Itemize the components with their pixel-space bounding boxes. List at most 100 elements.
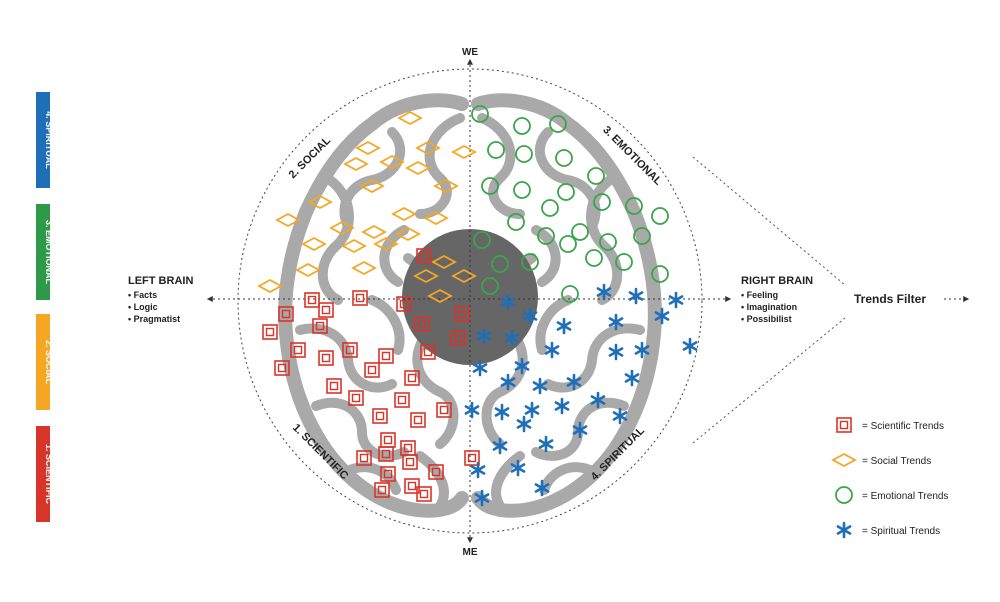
trends-filter-label: Trends Filter <box>854 292 926 306</box>
emotional-trend-marker <box>633 227 651 245</box>
scientific-trend-marker <box>274 360 290 376</box>
social-trend-marker <box>391 206 417 222</box>
spiritual-trend-marker <box>608 313 624 331</box>
spiritual-trend-marker <box>608 343 624 361</box>
emotional-trend-marker <box>481 177 499 195</box>
social-trend-marker <box>423 210 449 226</box>
sidebar-label-spiritual: 4. SPIRITUAL <box>44 111 54 169</box>
spiritual-trend-marker <box>572 421 588 439</box>
scientific-trend-marker <box>356 450 372 466</box>
scientific-trend-marker <box>290 342 306 358</box>
spiritual-trend-markers <box>464 283 698 507</box>
emotional-trend-marker <box>513 181 531 199</box>
social-trend-marker <box>343 156 369 172</box>
funnel-line-top <box>692 156 846 286</box>
emotional-trend-markers <box>471 105 669 303</box>
scientific-trend-marker <box>378 446 394 462</box>
sidebar-bar-emotional <box>36 204 50 300</box>
scientific-trend-marker <box>312 318 328 334</box>
scientific-trend-marker <box>404 370 420 386</box>
sidebar-label-social: 2. SOCIAL <box>44 340 54 385</box>
emotional-trend-marker <box>651 207 669 225</box>
social-trend-marker <box>351 260 377 276</box>
spiritual-trend-marker <box>556 317 572 335</box>
scientific-trend-marker <box>414 316 430 332</box>
emotional-trend-marker <box>559 235 577 253</box>
funnel-line-bottom <box>692 317 846 444</box>
spiritual-trend-marker <box>470 461 486 479</box>
spiritual-trend-marker <box>590 391 606 409</box>
emotional-trend-marker <box>585 249 603 267</box>
right-brain-label: RIGHT BRAIN • Feeling • Imagination • Po… <box>741 275 813 324</box>
social-trend-marker <box>361 224 387 240</box>
social-trend-marker <box>433 178 459 194</box>
scientific-trend-marker <box>352 290 368 306</box>
scientific-trend-marker <box>318 350 334 366</box>
spiritual-trend-marker <box>624 369 640 387</box>
legend-label-social: = Social Trends <box>862 456 931 467</box>
left-brain-title: LEFT BRAIN <box>128 275 193 287</box>
circle-icon <box>835 486 853 504</box>
spiritual-trend-marker <box>596 283 612 301</box>
social-trend-marker <box>397 110 423 126</box>
sidebar-bar-scientific <box>36 426 50 522</box>
scientific-trend-marker <box>372 408 388 424</box>
emotional-trend-marker <box>507 213 525 231</box>
scientific-trend-marker <box>318 302 334 318</box>
spiritual-trend-marker <box>628 287 644 305</box>
diamond-icon <box>831 452 857 468</box>
spiritual-trend-marker <box>532 377 548 395</box>
spiritual-trend-marker <box>472 359 488 377</box>
social-trend-marker <box>379 154 405 170</box>
emotional-trend-marker <box>549 115 567 133</box>
social-trend-marker <box>431 254 457 270</box>
spiritual-trend-marker <box>500 293 516 311</box>
emotional-trend-marker <box>491 255 509 273</box>
left-brain-label: LEFT BRAIN • Facts • Logic • Pragmatist <box>128 275 193 324</box>
scientific-trend-marker <box>342 342 358 358</box>
spiritual-trend-marker <box>566 373 582 391</box>
spiritual-trend-marker <box>476 327 492 345</box>
left-brain-item: • Pragmatist <box>128 314 180 324</box>
social-trend-marker <box>275 212 301 228</box>
scientific-trend-marker <box>304 292 320 308</box>
scientific-trend-markers <box>262 248 480 502</box>
axis-label-top: WE <box>462 47 478 58</box>
sidebar-bar-spiritual <box>36 92 50 188</box>
emotional-trend-marker <box>593 193 611 211</box>
square-icon <box>836 417 852 433</box>
sidebar-label-scientific: 1. SCIENTIFIC <box>44 444 54 505</box>
emotional-trend-marker <box>557 183 575 201</box>
spiritual-trend-marker <box>524 401 540 419</box>
scientific-trend-marker <box>416 248 432 264</box>
spiritual-trend-marker <box>522 307 538 325</box>
social-trend-marker <box>395 226 421 242</box>
social-trend-markers <box>257 110 477 304</box>
right-brain-item: • Feeling <box>741 290 778 300</box>
legend-label-scientific: = Scientific Trends <box>862 421 944 432</box>
scientific-trend-marker <box>464 450 480 466</box>
spiritual-trend-marker <box>544 341 560 359</box>
spiritual-trend-marker <box>668 291 684 309</box>
emotional-trend-marker <box>537 227 555 245</box>
spiritual-trend-marker <box>504 329 520 347</box>
emotional-trend-marker <box>561 285 579 303</box>
scientific-trend-marker <box>396 296 412 312</box>
spiritual-trend-marker <box>612 407 628 425</box>
spiritual-trend-marker <box>538 435 554 453</box>
social-trend-marker <box>405 160 431 176</box>
emotional-trend-marker <box>521 253 539 271</box>
social-trend-marker <box>307 194 333 210</box>
social-trend-marker <box>295 262 321 278</box>
right-brain-title: RIGHT BRAIN <box>741 275 813 287</box>
emotional-trend-marker <box>473 231 491 249</box>
emotional-trend-marker <box>587 167 605 185</box>
social-trend-marker <box>373 236 399 252</box>
social-trend-marker <box>301 236 327 252</box>
scientific-trend-marker <box>348 390 364 406</box>
spiritual-trend-marker <box>494 403 510 421</box>
sidebar-bar-social <box>36 314 50 410</box>
left-brain-item: • Facts <box>128 290 157 300</box>
spiritual-trend-marker <box>682 337 698 355</box>
